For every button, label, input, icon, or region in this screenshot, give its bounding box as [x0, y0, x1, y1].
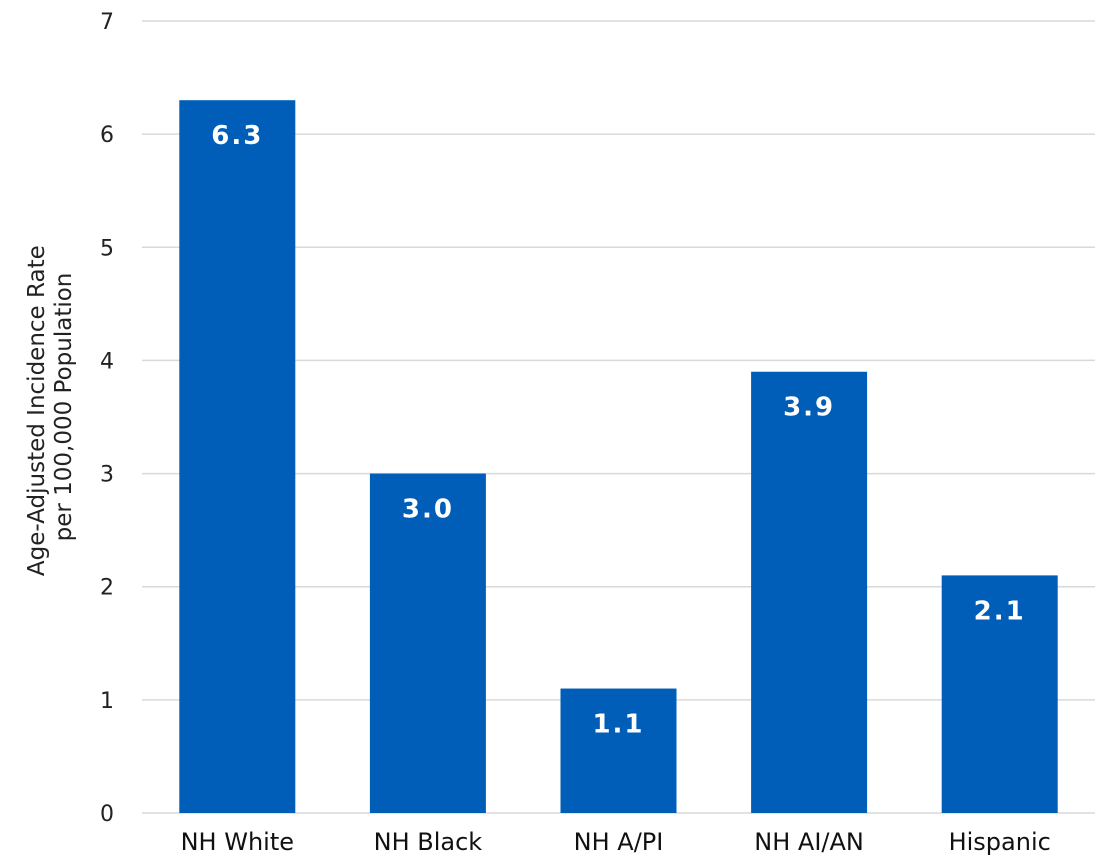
x-tick-label-1: NH Black — [374, 828, 483, 856]
bars — [179, 100, 1058, 813]
y-tick-label-5: 5 — [100, 236, 114, 261]
data-label-0: 6.3 — [211, 121, 263, 151]
y-tick-label-4: 4 — [100, 349, 114, 374]
y-tick-label-0: 0 — [100, 802, 114, 827]
data-labels: 6.3 3.0 1.1 3.9 2.1 — [211, 121, 1026, 740]
bar-1 — [369, 473, 486, 813]
y-axis-title: Age-Adjusted Incidence Rate per 100,000 … — [24, 238, 77, 576]
y-tick-label-1: 1 — [100, 689, 114, 714]
y-axis-tick-labels: 0 1 2 3 4 5 6 7 — [100, 10, 114, 827]
y-tick-label-7: 7 — [100, 10, 114, 35]
data-label-2: 1.1 — [592, 710, 644, 740]
bar-3 — [751, 371, 868, 813]
x-tick-label-4: Hispanic — [949, 828, 1051, 856]
x-tick-label-0: NH White — [181, 828, 294, 856]
y-axis-title-line-1: Age-Adjusted Incidence Rate — [24, 245, 50, 576]
bar-4 — [941, 575, 1058, 813]
x-axis-category-labels: NH White NH Black NH A/PI NH AI/AN Hispanic — [181, 828, 1051, 856]
data-label-3: 3.9 — [783, 393, 835, 423]
y-tick-label-2: 2 — [100, 576, 114, 601]
y-tick-label-6: 6 — [100, 123, 114, 148]
data-label-4: 2.1 — [974, 596, 1026, 626]
x-tick-label-3: NH AI/AN — [754, 828, 864, 856]
bar-0 — [179, 100, 296, 813]
y-axis-title-line-2: per 100,000 Population — [51, 273, 77, 542]
x-tick-label-2: NH A/PI — [574, 828, 664, 856]
bar-2 — [560, 688, 677, 813]
gridlines — [142, 20, 1095, 814]
y-tick-label-3: 3 — [100, 463, 114, 488]
data-label-1: 3.0 — [402, 495, 454, 525]
